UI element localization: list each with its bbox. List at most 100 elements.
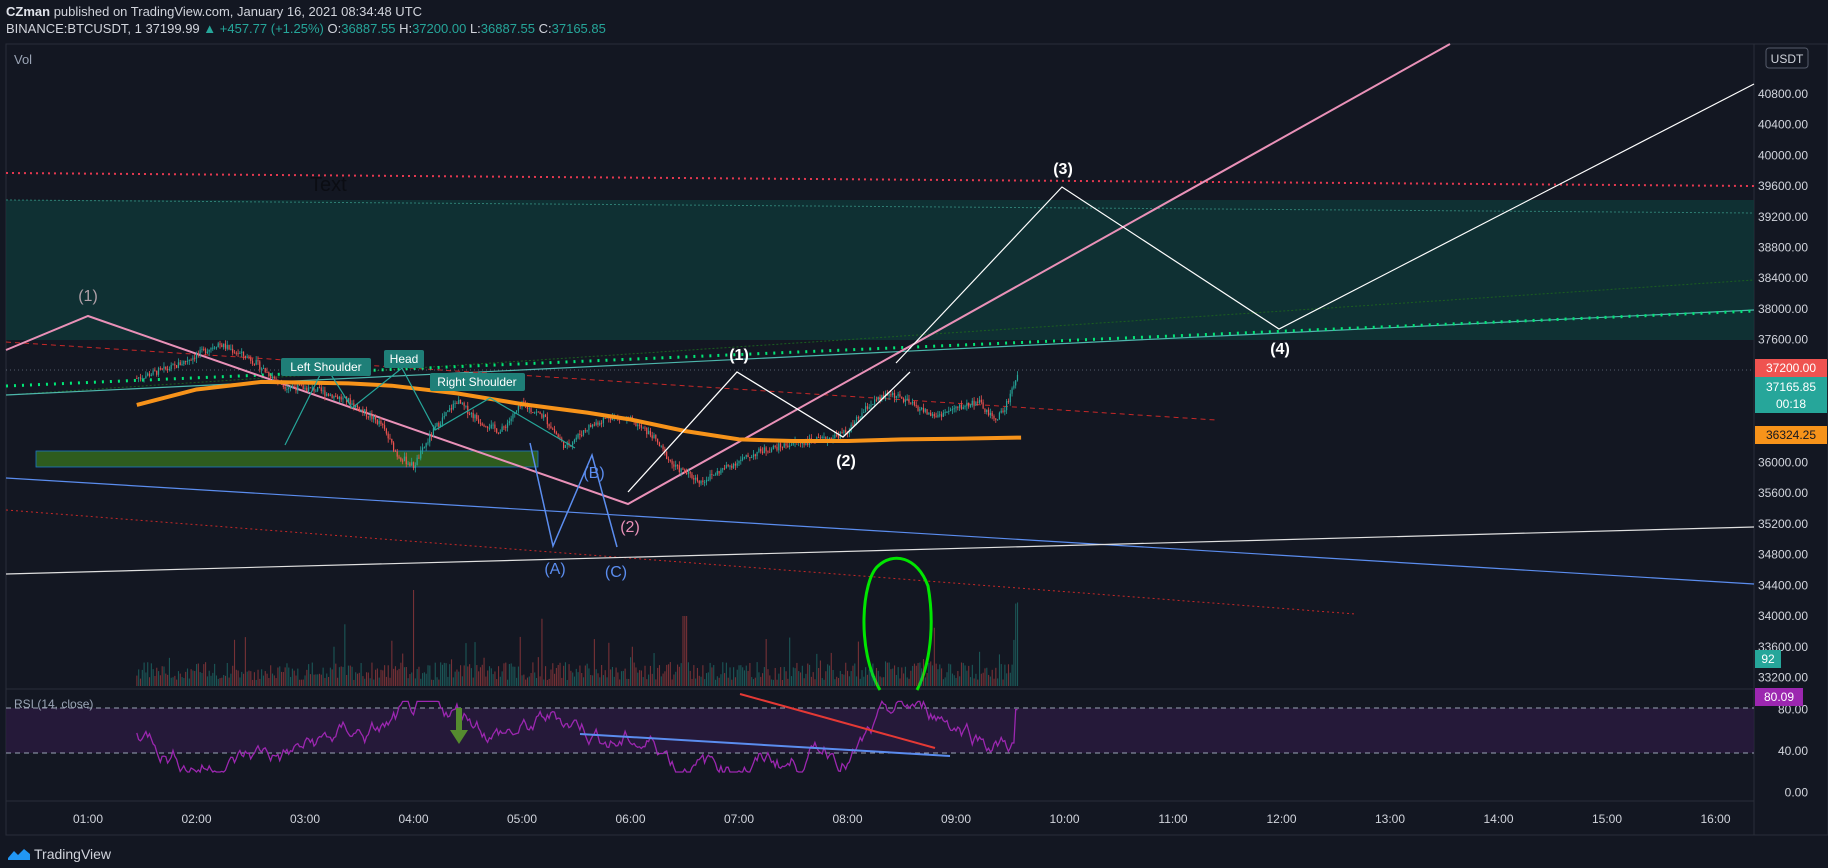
volume-bar (503, 663, 505, 686)
volume-bar (559, 662, 561, 686)
volume-bar (790, 676, 793, 686)
volume-bar (467, 666, 469, 686)
candle-body (751, 457, 753, 459)
candle-body (212, 347, 214, 349)
price-tick: 39200.00 (1758, 210, 1808, 224)
candle-body (819, 437, 821, 439)
volume-bar (718, 677, 720, 686)
candle-body (360, 409, 362, 412)
red-dotted-lower (5, 509, 1356, 615)
candle-body (465, 405, 467, 407)
candle-body (244, 355, 246, 359)
volume-bar (306, 669, 308, 686)
rsi-blue-trendline (579, 733, 951, 757)
candle-body (420, 450, 422, 459)
volume-bar (501, 671, 503, 686)
candle-body (530, 408, 532, 413)
candle-body (289, 387, 292, 389)
volume-bar (682, 616, 684, 686)
price-change: ▲ +457.77 (+1.25%) (203, 21, 324, 36)
right-shoulder-tag[interactable] (430, 373, 525, 391)
candle-body (414, 465, 416, 469)
time-axis[interactable] (5, 800, 1755, 836)
volume-bar (228, 677, 230, 686)
volume-bar (680, 663, 682, 686)
tradingview-logo-icon (8, 849, 30, 860)
volume-bar (555, 667, 557, 686)
volume-badge-text: 92 (1761, 652, 1775, 666)
candle-body (854, 421, 856, 425)
candle-body (787, 445, 789, 448)
volume-bar (830, 652, 832, 686)
volume-bar (136, 675, 138, 686)
volume-bar (550, 669, 552, 686)
price-chart[interactable]: Left Shoulder Head Right Shoulder (1) (2… (0, 0, 1828, 840)
candle-body (163, 366, 165, 369)
volume-bar (519, 636, 521, 686)
volume-bar (966, 670, 968, 686)
candle-body (219, 343, 221, 345)
volume-bar (581, 673, 583, 686)
candle-body (848, 432, 850, 434)
volume-bar (599, 677, 601, 686)
volume-bar (818, 668, 820, 686)
rsi-tick: 40.00 (1778, 744, 1808, 758)
candle-body (416, 457, 418, 466)
candle-body (517, 406, 519, 411)
wave-1-label: (1) (729, 347, 749, 364)
volume-bar (329, 667, 331, 686)
main-pane[interactable] (5, 43, 1755, 690)
volume-bar (510, 663, 512, 686)
volume-bar (888, 662, 890, 686)
volume-bar (176, 679, 178, 686)
candle-body (237, 353, 239, 355)
candle-body (532, 412, 534, 414)
volume-bar (333, 646, 335, 686)
candle-body (376, 419, 378, 424)
candle-body (834, 434, 836, 438)
last-price: 37199.99 (145, 21, 200, 36)
candle-body (172, 364, 174, 366)
wave-1-pink-label: (1) (78, 288, 98, 305)
volume-bar (300, 679, 302, 686)
currency-badge[interactable] (1765, 47, 1809, 69)
candle-body (355, 405, 357, 408)
volume-bar (181, 677, 183, 686)
volume-bar (651, 673, 653, 686)
price-tick: 40400.00 (1758, 118, 1808, 132)
volume-bar (425, 673, 427, 686)
volume-bar (573, 676, 576, 686)
candle-body (487, 426, 489, 429)
volume-bar (968, 665, 970, 686)
volume-bar (431, 679, 433, 686)
volume-bar (942, 679, 944, 686)
candle-body (879, 396, 881, 400)
candle-body (680, 468, 682, 473)
candle-body (572, 442, 574, 446)
symbol-label[interactable]: BINANCE:BTCUSDT, 1 (6, 21, 142, 36)
volume-bar (259, 678, 261, 686)
tradingview-brand[interactable]: TradingView (34, 846, 112, 862)
rsi-band-fill (6, 708, 1754, 753)
left-shoulder-tag[interactable] (281, 358, 371, 376)
candle-body (553, 429, 556, 433)
candle-body (150, 374, 152, 377)
volume-bar (382, 670, 384, 686)
volume-bar (944, 677, 946, 686)
volume-bar (637, 672, 639, 686)
head-tag[interactable] (384, 350, 424, 368)
candle-body (496, 428, 498, 433)
volume-bar (271, 673, 274, 686)
volume-bar (450, 659, 453, 686)
author-name[interactable]: CZman (6, 4, 51, 19)
candle-body (957, 406, 959, 408)
volume-bar (998, 654, 1000, 686)
volume-bar (452, 677, 454, 686)
volume-bar (488, 666, 491, 686)
volume-bar (432, 679, 434, 686)
volume-bar (443, 662, 445, 686)
volume-bar (653, 653, 655, 686)
volume-bar (644, 665, 646, 686)
candle-body (790, 444, 793, 446)
volume-bar (597, 673, 599, 686)
